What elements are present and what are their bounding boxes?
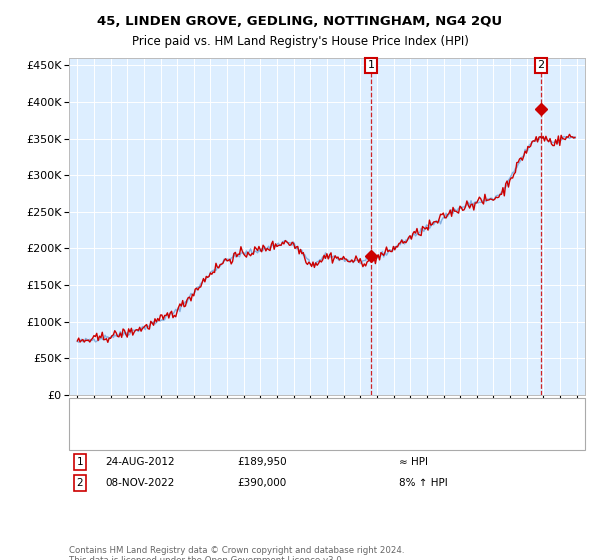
Text: 8% ↑ HPI: 8% ↑ HPI	[399, 478, 448, 488]
Text: ────: ────	[81, 426, 111, 438]
Text: ≈ HPI: ≈ HPI	[399, 457, 428, 467]
Text: 2: 2	[538, 60, 545, 71]
Text: 2: 2	[76, 478, 83, 488]
Text: HPI: Average price, detached house, Gedling: HPI: Average price, detached house, Gedl…	[120, 427, 353, 437]
Text: 08-NOV-2022: 08-NOV-2022	[105, 478, 175, 488]
Text: 1: 1	[368, 60, 374, 71]
Text: Contains HM Land Registry data © Crown copyright and database right 2024.
This d: Contains HM Land Registry data © Crown c…	[69, 546, 404, 560]
Text: 24-AUG-2012: 24-AUG-2012	[105, 457, 175, 467]
Text: Price paid vs. HM Land Registry's House Price Index (HPI): Price paid vs. HM Land Registry's House …	[131, 35, 469, 48]
Text: 1: 1	[76, 457, 83, 467]
Text: £390,000: £390,000	[237, 478, 286, 488]
Text: 45, LINDEN GROVE, GEDLING, NOTTINGHAM, NG4 2QU (detached house): 45, LINDEN GROVE, GEDLING, NOTTINGHAM, N…	[120, 408, 500, 418]
Text: ────: ────	[81, 407, 111, 419]
Text: 45, LINDEN GROVE, GEDLING, NOTTINGHAM, NG4 2QU: 45, LINDEN GROVE, GEDLING, NOTTINGHAM, N…	[97, 15, 503, 28]
Text: £189,950: £189,950	[237, 457, 287, 467]
